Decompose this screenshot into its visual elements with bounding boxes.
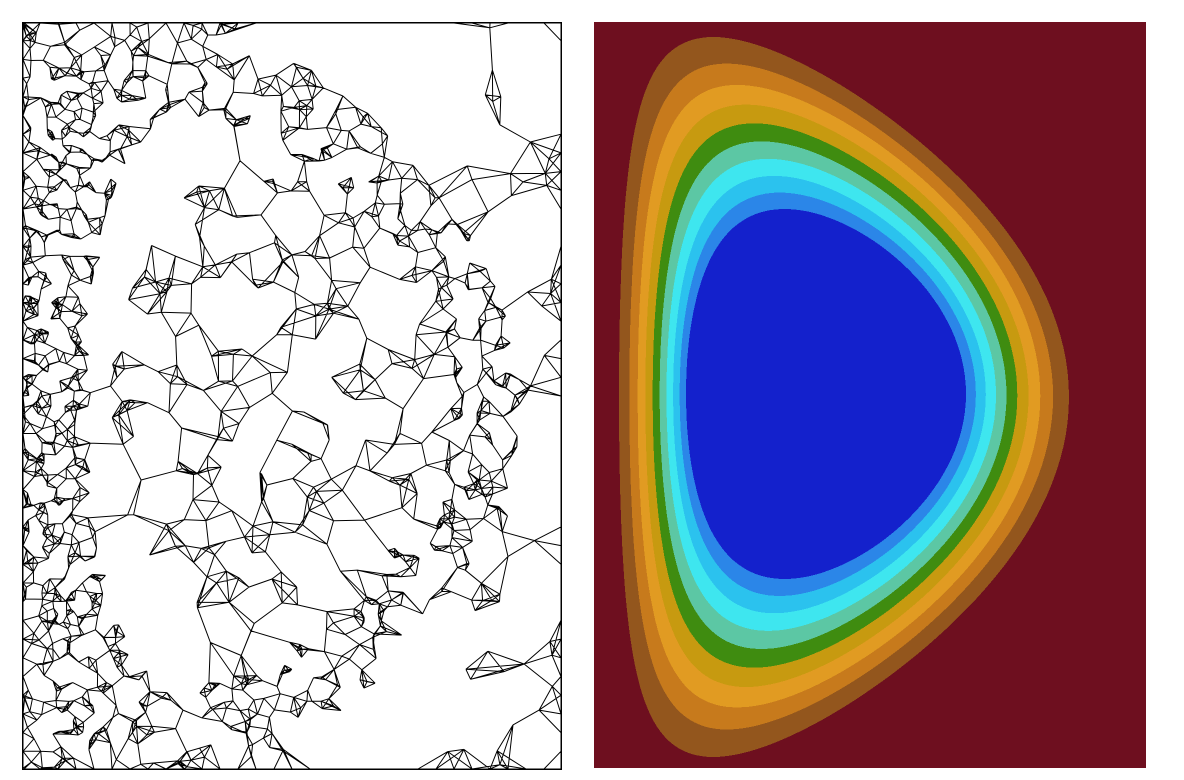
contour-band-10 — [686, 209, 966, 579]
mesh-edges — [22, 22, 562, 770]
mesh-canvas — [22, 22, 562, 770]
mesh-edge-set — [22, 22, 562, 770]
triangular-mesh-panel — [22, 22, 562, 770]
contour-canvas — [594, 22, 1146, 768]
contour-plot-panel — [594, 22, 1146, 768]
contour-bands — [619, 37, 1069, 757]
